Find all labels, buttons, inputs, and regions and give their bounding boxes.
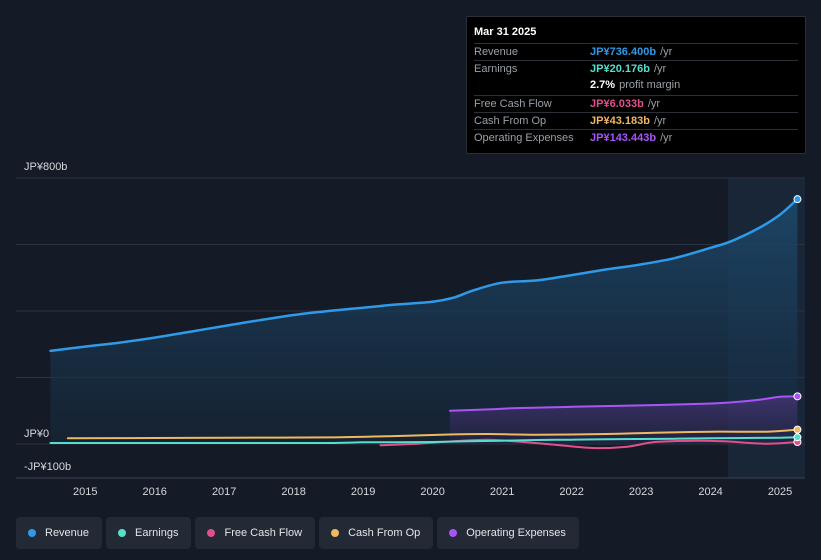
legend-item-revenue[interactable]: Revenue <box>16 517 103 549</box>
y-axis-label: JP¥800b <box>24 161 67 173</box>
x-axis-label: 2016 <box>142 486 166 498</box>
x-axis-label: 2023 <box>629 486 653 498</box>
data-tooltip: Mar 31 2025 Revenue JP¥736.400b/yr Earning… <box>466 16 806 154</box>
earnings-line <box>49 436 799 445</box>
legend-item-cash-from-op[interactable]: Cash From Op <box>319 517 434 549</box>
tooltip-row-label: Cash From Op <box>474 114 547 127</box>
x-axis-label: 2019 <box>351 486 375 498</box>
cash-from-op-end-point <box>793 425 802 434</box>
legend-dot-icon <box>207 529 216 537</box>
operating-expenses-line <box>449 395 799 412</box>
tooltip-date: Mar 31 2025 <box>474 26 537 38</box>
tooltip-row-unit: profit margin <box>619 79 681 92</box>
y-axis-labels: JP¥800b JP¥0 -JP¥100b <box>24 161 71 473</box>
revenue-area <box>50 199 798 444</box>
tooltip-row-label: Revenue <box>474 46 519 58</box>
legend-label: Operating Expenses <box>466 527 566 539</box>
x-axis-label: 2025 <box>768 486 792 498</box>
tooltip-row: Cash From Op JP¥43.183b/yr <box>474 111 798 129</box>
legend-dot-icon <box>118 529 127 537</box>
tooltip-rows: Revenue JP¥736.400b/yr Earnings JP¥20.176b /… <box>474 43 798 146</box>
series-end-markers <box>793 195 802 447</box>
tooltip-row: Free Cash Flow JP¥6.033b/yr <box>474 94 798 112</box>
y-axis-label: JP¥0 <box>24 428 49 440</box>
revenue-line <box>49 197 799 353</box>
tooltip-row-unit: /yr <box>647 97 661 110</box>
tooltip-row: Earnings JP¥20.176b/yr <box>474 60 798 77</box>
legend-item-free-cash-flow[interactable]: Free Cash Flow <box>195 517 316 549</box>
tooltip-row-value: JP¥20.176b <box>590 63 650 76</box>
tooltip-row: Operating Expenses JP¥143.443b/yr <box>474 128 798 146</box>
cash-from-op-line <box>66 428 799 440</box>
legend-label: Free Cash Flow <box>224 527 303 539</box>
tooltip-row-label: Free Cash Flow <box>474 97 552 110</box>
tooltip-row-value: JP¥6.033b <box>590 97 644 110</box>
tooltip-row: 2.7% profit margin <box>474 77 798 94</box>
x-axis-label: 2024 <box>698 486 722 498</box>
x-axis-label: 2015 <box>73 486 97 498</box>
x-axis-label: 2022 <box>559 486 583 498</box>
x-axis-label: 2020 <box>420 486 444 498</box>
tooltip-row-label: Earnings <box>474 63 518 76</box>
tooltip-row-label: Operating Expenses <box>474 131 574 144</box>
tooltip-row-unit: /yr <box>653 114 667 127</box>
series-lines <box>49 197 799 450</box>
legend-item-earnings[interactable]: Earnings <box>106 517 192 549</box>
tooltip-row-value: JP¥736.400b <box>590 46 657 58</box>
y-axis-label: -JP¥100b <box>24 461 71 473</box>
series-areas <box>50 199 798 444</box>
legend-dot-icon <box>28 529 36 537</box>
legend-label: Revenue <box>45 527 90 539</box>
x-axis-labels: 2015 2016 2017 2018 2019 2020 2021 2022 2023 2024… <box>73 486 792 498</box>
legend: Revenue Earnings Free Cash Flow Cash From O… <box>16 517 579 549</box>
tooltip-row-value: JP¥43.183b <box>590 114 650 127</box>
legend-dot-icon <box>331 529 340 537</box>
tooltip-row: Revenue JP¥736.400b/yr <box>474 43 798 60</box>
legend-dot-icon <box>449 529 458 537</box>
tooltip-row-unit: /yr <box>653 63 667 76</box>
revenue-end-point <box>793 195 802 204</box>
tooltip-row-value: JP¥143.443b <box>590 131 657 144</box>
legend-label: Earnings <box>135 527 179 539</box>
earnings-end-point <box>793 433 802 442</box>
x-axis-label: 2021 <box>490 486 514 498</box>
x-axis-label: 2018 <box>281 486 305 498</box>
tooltip-row-unit: /yr <box>660 131 673 144</box>
tooltip-row-unit: /yr <box>660 46 673 58</box>
tooltip-row-label <box>474 77 590 94</box>
tooltip-row-value: 2.7% <box>590 79 616 92</box>
x-axis-label: 2017 <box>212 486 236 498</box>
legend-label: Cash From Op <box>348 527 421 539</box>
operating-expenses-end-point <box>793 392 802 401</box>
legend-item-operating-expenses[interactable]: Operating Expenses <box>437 517 579 549</box>
